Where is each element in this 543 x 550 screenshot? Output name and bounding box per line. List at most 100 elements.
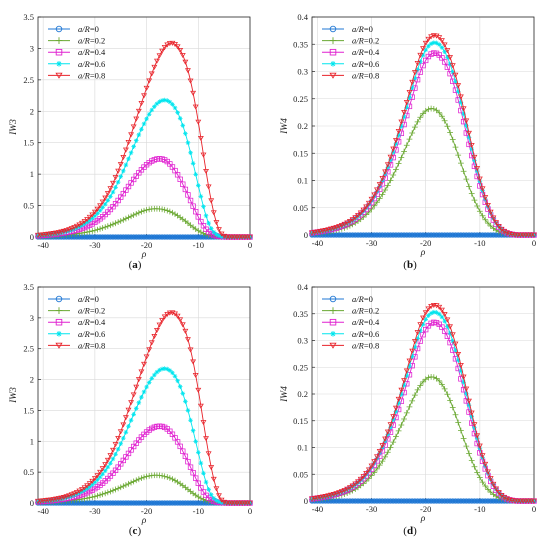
data-point (434, 40, 439, 46)
data-point (347, 219, 353, 225)
data-point (436, 311, 442, 317)
y-tick-label: 1.5 (23, 405, 34, 415)
data-point (185, 458, 191, 465)
x-tick-label: -20 (141, 240, 152, 250)
series-aR02 (309, 373, 537, 504)
data-point (449, 63, 456, 69)
data-point (384, 182, 391, 189)
legend-item: a/R=0.6 (322, 59, 379, 69)
y-tick-label: 3 (30, 313, 34, 323)
data-point (317, 495, 324, 501)
data-point (159, 98, 165, 103)
legend-item: a/R=0.4 (48, 317, 106, 327)
data-point (104, 223, 111, 230)
data-point (403, 368, 410, 374)
data-point (495, 490, 502, 496)
chart-panel-a: -40 -30 -20 -10 000.511.522.533.5ρIW3a/R=0a/… (9, 12, 253, 271)
data-point (355, 212, 361, 218)
x-tick-label: -10 (474, 238, 485, 248)
data-point (395, 396, 402, 402)
data-point (466, 135, 472, 140)
data-point (398, 387, 405, 393)
data-point (401, 148, 407, 155)
data-point (376, 182, 383, 188)
data-point (128, 418, 134, 423)
data-point (309, 230, 315, 236)
data-point (485, 469, 491, 475)
legend-marker (55, 25, 63, 33)
data-point (479, 186, 486, 192)
data-point (42, 498, 49, 504)
data-point (177, 116, 183, 121)
data-point (382, 436, 389, 442)
data-point (398, 422, 405, 428)
data-point (50, 231, 57, 237)
series-aR04 (35, 156, 253, 240)
data-point (159, 366, 165, 372)
data-point (146, 472, 153, 479)
data-point (425, 36, 432, 42)
data-point (135, 209, 142, 216)
y-tick-label: 0.25 (293, 94, 308, 104)
data-point (322, 227, 329, 233)
data-point (125, 214, 132, 221)
data-point (133, 384, 140, 390)
y-tick-label: 0.35 (293, 309, 308, 319)
data-point (110, 447, 116, 453)
data-point (110, 487, 116, 494)
series-aR08 (35, 310, 253, 506)
data-point (175, 378, 180, 384)
data-point (395, 160, 402, 167)
data-point (487, 223, 494, 229)
data-point (352, 215, 359, 221)
data-point (466, 398, 472, 404)
data-point (417, 328, 423, 334)
data-point (146, 78, 153, 84)
data-point (474, 203, 481, 209)
data-point (42, 232, 49, 238)
data-point (162, 366, 167, 371)
legend-marker (55, 295, 63, 303)
data-point (130, 212, 137, 218)
data-point (342, 222, 347, 227)
data-point (161, 473, 168, 480)
y-tick-label: 0 (304, 230, 308, 240)
data-point (438, 307, 445, 313)
y-tick-label: 2.5 (23, 344, 34, 354)
data-point (53, 231, 59, 236)
data-point (108, 460, 113, 466)
data-point (436, 109, 443, 116)
data-point (344, 221, 350, 226)
data-point (149, 107, 155, 113)
data-point (115, 219, 122, 225)
data-point (183, 399, 188, 404)
legend-item: a/R=0 (48, 24, 99, 34)
data-point (452, 341, 459, 347)
data-point (319, 494, 326, 500)
data-point (371, 469, 378, 476)
legend-marker (329, 48, 337, 56)
series-aR08 (309, 33, 537, 238)
data-point (404, 105, 410, 110)
data-point (395, 428, 402, 434)
data-point (447, 339, 453, 346)
data-point (423, 317, 429, 322)
data-point (210, 476, 217, 482)
data-point (458, 427, 464, 434)
data-point (108, 194, 113, 199)
data-point (200, 152, 207, 158)
data-point (422, 310, 429, 316)
data-point (439, 55, 445, 61)
data-point (409, 85, 415, 91)
data-point (449, 136, 456, 143)
data-point (471, 154, 478, 160)
data-point (193, 439, 199, 444)
data-point (146, 111, 152, 117)
data-point (146, 206, 153, 213)
series-aR02 (309, 105, 537, 238)
series-line (311, 376, 534, 502)
data-point (444, 48, 451, 54)
data-point (323, 494, 328, 500)
panel-caption: (b) (403, 259, 417, 271)
data-point (201, 204, 206, 209)
